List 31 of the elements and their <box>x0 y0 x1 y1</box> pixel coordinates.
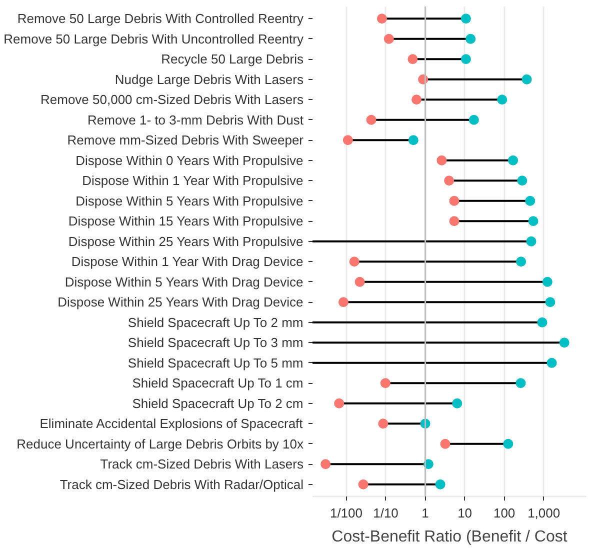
y-tick-label: Recycle 50 Large Debris <box>161 52 304 67</box>
y-tick-label: Dispose Within 5 Years With Propulsive <box>76 193 304 208</box>
y-tick-label: Remove 50,000 cm-Sized Debris With Lasers <box>40 92 304 108</box>
y-tick-label: Track cm-Sized Debris With Radar/Optical <box>60 476 304 492</box>
y-tick-label: Dispose Within 1 Year With Propulsive <box>82 173 304 188</box>
x-tick-label: 10 <box>458 506 472 520</box>
y-tick-label: Dispose Within 25 Years With Propulsive <box>68 234 304 249</box>
y-tick-label: Dispose Within 25 Years With Drag Device <box>58 294 304 310</box>
y-tick-label: Dispose Within 1 Year With Drag Device <box>71 254 304 270</box>
x-tick-label: 1/100 <box>330 506 363 520</box>
y-tick-label: Shield Spacecraft Up To 5 mm <box>128 355 304 370</box>
y-tick-label: Shield Spacecraft Up To 1 cm <box>132 376 304 391</box>
y-tick-label: Track cm-Sized Debris With Lasers <box>100 456 304 472</box>
y-tick-label: Reduce Uncertainty of Large Debris Orbits by 10x <box>16 436 304 452</box>
y-tick-label: Shield Spacecraft Up To 3 mm <box>128 335 304 350</box>
y-tick-label: Remove 1- to 3-mm Debris With Dust <box>88 112 304 128</box>
x-tick-label: 100 <box>493 506 516 520</box>
y-tick-label: Remove 50 Large Debris With Uncontrolled Reentry <box>4 31 304 46</box>
y-tick-label: Nudge Large Debris With Lasers <box>114 72 304 87</box>
y-tick-label: Dispose Within 5 Years With Drag Device <box>64 274 304 290</box>
y-tick-label: Remove 50 Large Debris With Controlled Reentry <box>17 11 304 26</box>
y-tick-label: Dispose Within 0 Years With Propulsive <box>76 152 304 168</box>
x-tick-label: 1/10 <box>373 506 398 520</box>
y-tick-label: Shield Spacecraft Up To 2 mm <box>128 314 304 330</box>
y-tick-label: Dispose Within 15 Years With Propulsive <box>68 214 304 229</box>
y-tick-label: Remove mm-Sized Debris With Sweeper <box>67 132 304 148</box>
x-axis-title: Cost-Benefit Ratio (Benefit / Cost <box>332 528 568 546</box>
x-tick-label: 1 <box>422 506 429 520</box>
y-tick-label: Shield Spacecraft Up To 2 cm <box>132 396 304 411</box>
y-tick-label: Eliminate Accidental Explosions of Spacecraft <box>40 416 304 432</box>
x-tick-label: 1,000 <box>528 506 560 520</box>
